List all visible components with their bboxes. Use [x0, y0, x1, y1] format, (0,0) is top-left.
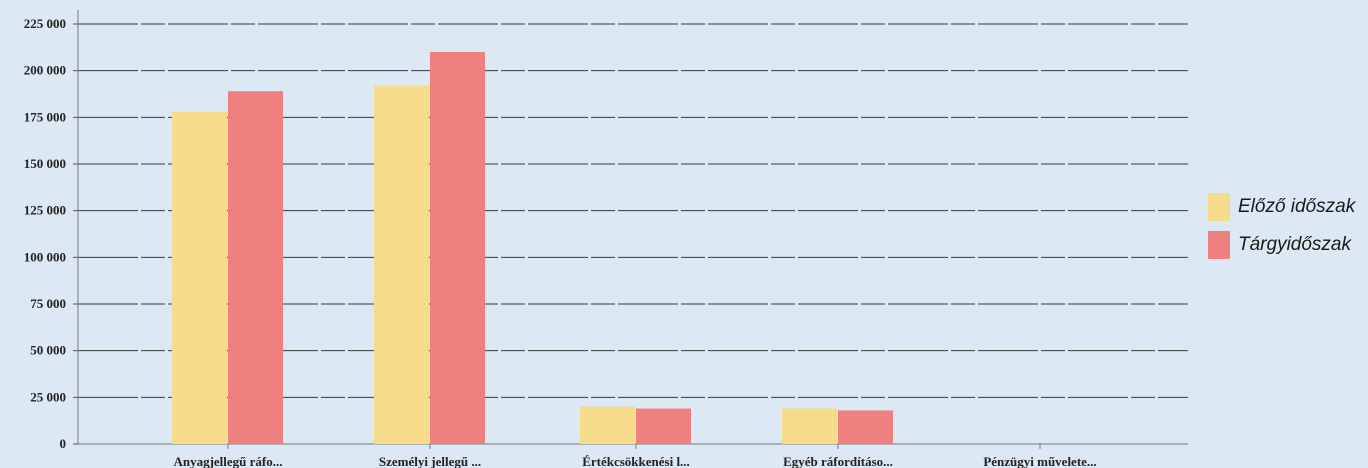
bar-previous-period — [172, 111, 227, 444]
bar-current-period — [228, 91, 283, 444]
bar-previous-period — [374, 85, 429, 444]
legend: Előző időszak Tárgyidőszak — [1208, 188, 1355, 264]
y-tick-label: 125 000 — [24, 203, 66, 218]
y-tick-label: 100 000 — [24, 249, 66, 264]
legend-item-current-period: Tárgyidőszak — [1208, 226, 1355, 264]
y-tick-label: 225 000 — [24, 16, 66, 31]
x-category-label: Értékcsökkenési l... — [582, 454, 690, 468]
y-tick-label: 25 000 — [30, 389, 66, 404]
y-tick-label: 175 000 — [24, 109, 66, 124]
bar-previous-period — [580, 406, 635, 444]
bar-previous-period — [782, 408, 837, 444]
y-tick-label: 50 000 — [30, 343, 66, 358]
y-tick-label: 0 — [60, 436, 67, 451]
legend-swatch-previous-period — [1208, 193, 1230, 221]
x-category-label: Egyéb ráfordításo... — [783, 454, 893, 468]
x-category-label: Személyi jellegű ... — [379, 454, 481, 468]
x-category-label: Anyagjellegű ráfo... — [173, 454, 282, 468]
legend-label-previous-period: Előző időszak — [1238, 196, 1356, 217]
legend-item-previous-period: Előző időszak — [1208, 188, 1355, 226]
x-category-label: Pénzügyi művelete... — [983, 454, 1096, 468]
bar-current-period — [430, 52, 485, 444]
y-tick-label: 200 000 — [24, 63, 66, 78]
legend-swatch-current-period — [1208, 231, 1230, 259]
legend-label-current-period: Tárgyidőszak — [1238, 234, 1351, 255]
bar-current-period — [838, 410, 893, 444]
y-tick-label: 150 000 — [24, 156, 66, 171]
y-tick-label: 75 000 — [30, 296, 66, 311]
bar-current-period — [636, 408, 691, 444]
